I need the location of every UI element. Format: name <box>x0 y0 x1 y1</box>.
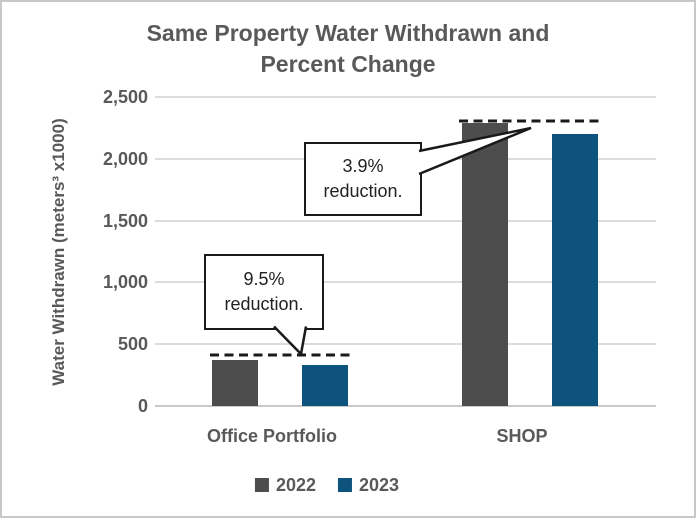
legend-swatch-2023 <box>338 478 352 492</box>
bar-office-portfolio-2022 <box>212 360 258 406</box>
callout-office-reduction-text: 9.5% reduction. <box>224 269 304 314</box>
y-tick-2-500: 2,500 <box>102 87 148 107</box>
x-axis-line <box>155 405 656 407</box>
chart-title: Same Property Water Withdrawn and Percen… <box>146 20 550 77</box>
callout-shop-reduction-text: 3.9% reduction. <box>323 156 403 201</box>
y-axis-title: Water Withdrawn (meters³ x1000) <box>49 118 68 386</box>
gridline <box>155 219 656 222</box>
gridline <box>155 281 656 284</box>
legend: 2022 2023 <box>254 475 400 495</box>
x-label-office-portfolio: Office Portfolio <box>207 426 337 446</box>
x-label-shop: SHOP <box>496 426 548 446</box>
callout-shop-reduction: 3.9% reduction. <box>304 142 422 216</box>
legend-item-2023: 2023 <box>338 475 400 495</box>
gridline <box>155 343 656 346</box>
legend-item-2022: 2022 <box>254 475 316 495</box>
gridline <box>155 96 656 98</box>
callout-office-reduction: 9.5% reduction. <box>204 254 324 330</box>
legend-label-2022: 2022 <box>275 475 316 495</box>
y-tick-2-000: 2,000 <box>102 148 148 169</box>
y-tick-500: 500 <box>117 334 148 355</box>
bar-office-portfolio-2023 <box>302 364 348 406</box>
y-tick-1-500: 1,500 <box>102 210 148 231</box>
bar-shop-2022 <box>462 122 508 406</box>
legend-label-2023: 2023 <box>359 475 400 495</box>
bar-shop-2023 <box>552 134 598 406</box>
y-tick-0: 0 <box>137 396 148 416</box>
y-tick-1-000: 1,000 <box>102 272 148 293</box>
legend-swatch-2022 <box>254 478 269 492</box>
